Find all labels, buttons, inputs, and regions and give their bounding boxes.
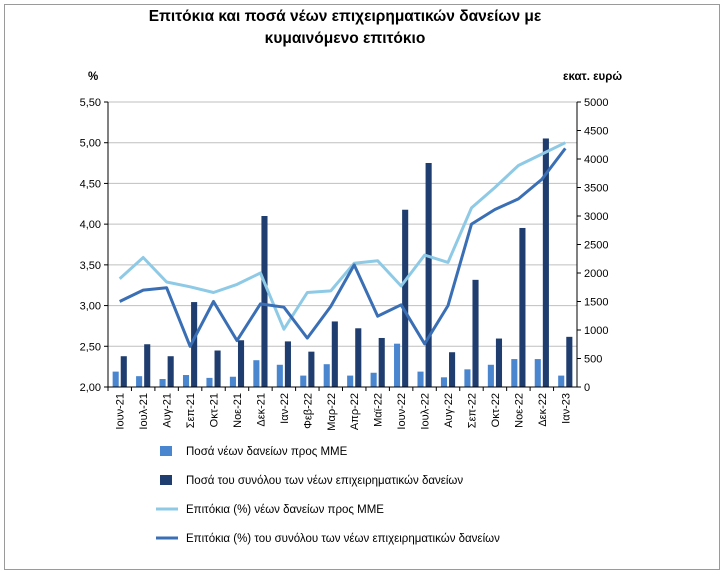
right-tick-label: 3000 [584, 211, 608, 223]
x-tick-label: Δεκ-21 [255, 393, 267, 427]
bar-total [261, 216, 268, 387]
bar-sme [300, 375, 307, 387]
bar-sme [487, 364, 494, 387]
legend-label: Επιτόκια (%) του συνόλου των νέων επιχει… [186, 533, 500, 545]
right-axis-unit: εκατ. ευρώ [563, 71, 622, 83]
bar-sme [534, 359, 541, 387]
left-axis-unit: % [88, 71, 98, 83]
x-tick-label: Ιουλ-21 [138, 393, 150, 430]
x-tick-label: Ιουν-22 [396, 393, 408, 430]
left-tick-label: 2,50 [80, 341, 101, 353]
x-tick-label: Ιαν-22 [279, 393, 291, 424]
legend-label: Ποσά νέων δανείων προς ΜΜΕ [186, 446, 348, 458]
left-tick-label: 3,50 [80, 260, 101, 272]
x-tick-label: Νοε-22 [513, 393, 525, 428]
left-tick-label: 5,00 [80, 138, 101, 150]
bar-sme [440, 377, 448, 387]
left-tick-label: 2,00 [80, 382, 101, 394]
bars-layer [112, 138, 573, 387]
bar-total [284, 341, 291, 387]
x-tick-label: Αυγ-22 [443, 393, 455, 428]
right-tick-label: 5000 [584, 97, 608, 109]
x-tick-label: Ιουλ-22 [420, 393, 432, 430]
bar-sme [112, 371, 119, 387]
bar-total [425, 162, 432, 387]
bar-sme [511, 359, 518, 387]
bar-total [308, 351, 315, 387]
right-tick-label: 3500 [584, 183, 608, 195]
left-tick-label: 4,00 [80, 219, 101, 231]
bar-total [449, 352, 456, 387]
right-tick-label: 2500 [584, 240, 608, 252]
axes-layer: 2,00 2,50 3,00 3,50 4,00 4,50 5,00 5,50 0 500 1000… [80, 71, 623, 431]
chart-frame [4, 4, 720, 570]
right-tick-label: 4500 [584, 126, 608, 138]
bar-sme [370, 372, 377, 387]
chart-title-line-1: Επιτόκια και ποσά νέων επιχειρηματικών δ… [148, 8, 542, 25]
bar-total [519, 227, 526, 387]
chart-title-line-2: κυμαινόμενο επιτόκιο [264, 30, 426, 47]
bar-sme [276, 364, 283, 387]
x-tick-label: Σεπ-21 [185, 393, 197, 428]
bar-sme [159, 379, 166, 387]
x-tick-label: Μαϊ-22 [373, 393, 385, 427]
bar-sme [394, 343, 401, 387]
x-tick-label: Δεκ-22 [537, 393, 549, 427]
bar-sme [229, 376, 236, 387]
x-tick-label: Νοε-21 [232, 393, 244, 428]
bar-total [191, 302, 198, 387]
chart-title: Επιτόκια και ποσά νέων επιχειρηματικών δ… [0, 6, 690, 50]
x-tick-label: Φεβ-22 [302, 393, 314, 429]
bar-sme [182, 375, 190, 387]
bar-total [472, 279, 479, 387]
right-tick-label: 0 [584, 382, 590, 394]
x-tick-label: Ιαν-23 [560, 393, 572, 424]
x-tick-label: Σεπ-22 [466, 393, 478, 428]
left-tick-label: 3,00 [80, 301, 101, 313]
left-tick-label: 5,50 [80, 97, 101, 109]
bar-total [402, 209, 409, 387]
bar-sme [347, 375, 354, 387]
bar-total [355, 328, 362, 387]
bar-total [378, 337, 385, 387]
bar-sme [253, 360, 260, 387]
right-tick-label: 4000 [584, 154, 608, 166]
x-tick-label: Ιουν-21 [115, 393, 127, 430]
line-sme-rate [118, 141, 566, 331]
bar-sme [323, 364, 330, 387]
legend-swatch [160, 446, 172, 456]
x-tick-label: Μαρ-22 [326, 393, 338, 431]
bar-sme [558, 375, 565, 387]
legend-swatch [160, 475, 172, 485]
bar-sme [417, 371, 424, 387]
x-tick-label: Απρ-22 [349, 393, 361, 430]
bar-total [167, 356, 174, 387]
gridlines [108, 101, 577, 388]
x-tick-label: Οκτ-22 [490, 393, 502, 427]
bar-total [144, 344, 151, 387]
lines-layer [118, 141, 567, 348]
left-tick-label: 4,50 [80, 178, 101, 190]
right-tick-label: 1500 [584, 297, 608, 309]
bar-total [237, 340, 245, 387]
line-total-rate [119, 147, 567, 348]
bar-total [120, 356, 127, 387]
bar-total [214, 350, 221, 387]
bar-total [495, 338, 503, 387]
bar-total [331, 321, 338, 387]
right-tick-label: 500 [584, 354, 602, 366]
right-tick-label: 2000 [584, 268, 608, 280]
legend: Ποσά νέων δανείων προς ΜΜΕ Ποσά του συνόλ… [156, 446, 500, 545]
legend-label: Επιτόκια (%) νέων δανείων προς ΜΜΕ [186, 504, 384, 516]
x-tick-label: Αυγ-21 [162, 393, 174, 428]
bar-sme [206, 377, 213, 387]
bar-total [542, 138, 549, 387]
legend-label: Ποσά του συνόλου των νέων επιχειρηματικώ… [186, 475, 463, 487]
bar-sme [136, 376, 143, 387]
bar-total [566, 336, 573, 387]
bar-sme [464, 369, 471, 387]
right-tick-label: 1000 [584, 325, 608, 337]
x-tick-label: Οκτ-21 [209, 393, 221, 427]
